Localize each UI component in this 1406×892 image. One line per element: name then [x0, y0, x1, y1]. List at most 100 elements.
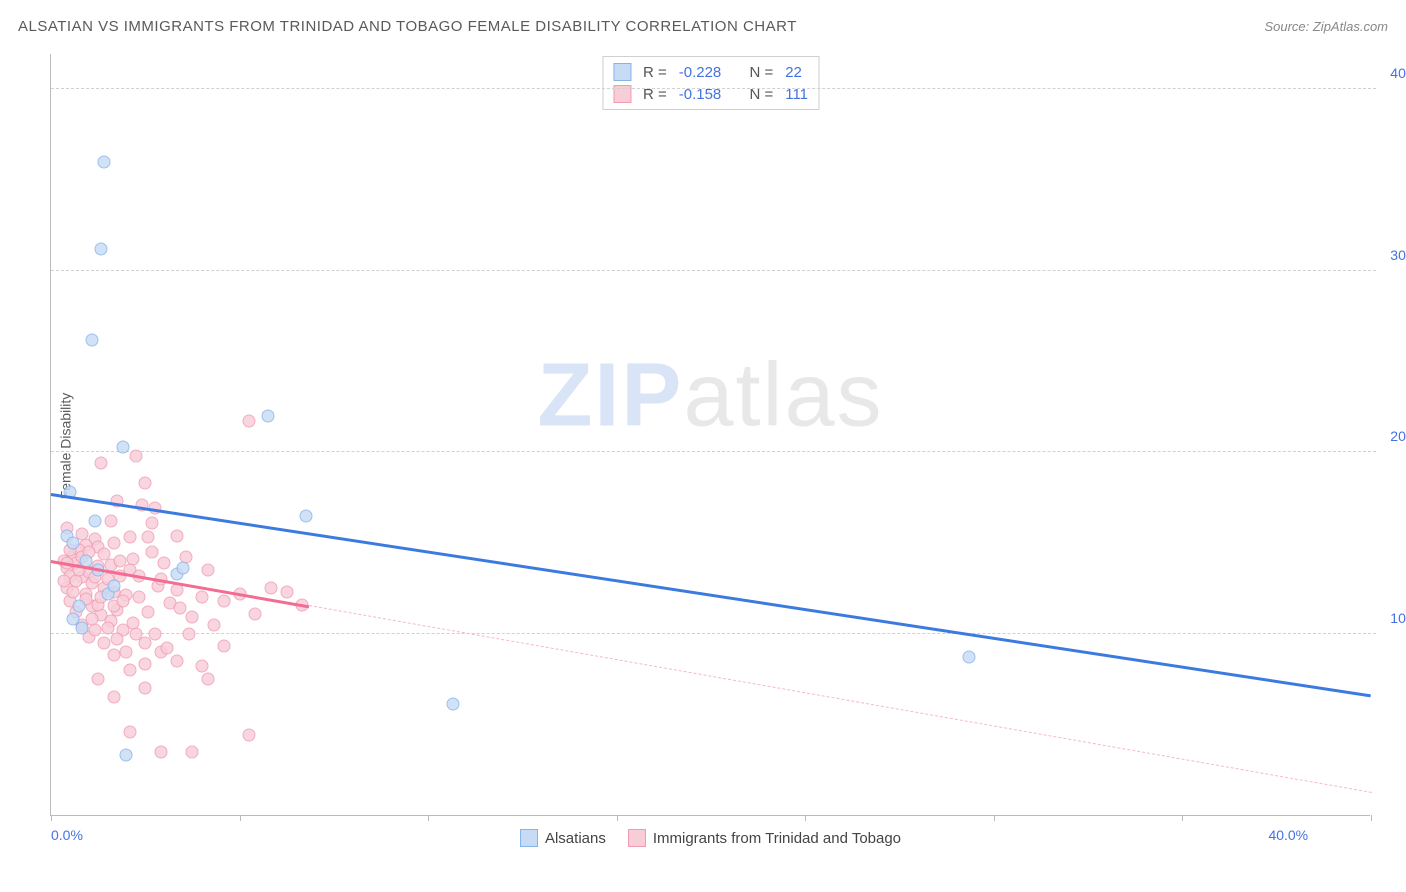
data-point-trinidad [98, 636, 111, 649]
data-point-alsatians [85, 333, 98, 346]
source-attribution: Source: ZipAtlas.com [1264, 19, 1388, 34]
gridline [51, 451, 1376, 452]
r-value-alsatians: -0.228 [679, 64, 722, 81]
data-point-trinidad [208, 618, 221, 631]
chart-title: ALSATIAN VS IMMIGRANTS FROM TRINIDAD AND… [18, 18, 797, 35]
x-tick [428, 815, 429, 821]
data-point-trinidad [133, 591, 146, 604]
y-tick-label: 10.0% [1390, 610, 1406, 626]
stats-row-alsatians: R = -0.228 N = 22 [613, 61, 808, 83]
data-point-alsatians [261, 409, 274, 422]
x-tick-label: 40.0% [1268, 827, 1308, 843]
data-point-trinidad [107, 691, 120, 704]
stats-legend: R = -0.228 N = 22 R = -0.158 N = 111 [602, 56, 819, 110]
data-point-trinidad [139, 477, 152, 490]
x-tick [1182, 815, 1183, 821]
swatch-alsatians-bottom [520, 829, 538, 847]
legend-label-trinidad: Immigrants from Trinidad and Tobago [653, 830, 901, 847]
data-point-trinidad [142, 605, 155, 618]
data-point-alsatians [98, 155, 111, 168]
data-point-alsatians [107, 580, 120, 593]
x-tick [994, 815, 995, 821]
watermark-zip: ZIP [537, 346, 683, 446]
watermark-atlas: atlas [683, 346, 883, 446]
legend-label-alsatians: Alsatians [545, 830, 606, 847]
data-point-trinidad [183, 627, 196, 640]
x-tick-label: 0.0% [51, 827, 83, 843]
data-point-trinidad [148, 627, 161, 640]
data-point-trinidad [173, 602, 186, 615]
data-point-trinidad [126, 616, 139, 629]
stats-row-trinidad: R = -0.158 N = 111 [613, 83, 808, 105]
x-tick [1371, 815, 1372, 821]
data-point-trinidad [123, 663, 136, 676]
data-point-trinidad [195, 591, 208, 604]
data-point-trinidad [265, 582, 278, 595]
data-point-trinidad [202, 672, 215, 685]
data-point-trinidad [195, 660, 208, 673]
data-point-trinidad [202, 564, 215, 577]
chart-plot-area: ZIPatlas R = -0.228 N = 22 R = -0.158 N … [50, 54, 1370, 816]
data-point-trinidad [243, 729, 256, 742]
n-label: N = [749, 64, 773, 81]
data-point-trinidad [114, 555, 127, 568]
data-point-trinidad [104, 515, 117, 528]
watermark: ZIPatlas [537, 345, 883, 448]
y-tick-label: 30.0% [1390, 247, 1406, 263]
series-legend: Alsatians Immigrants from Trinidad and T… [51, 829, 1370, 847]
data-point-trinidad [249, 607, 262, 620]
data-point-trinidad [139, 682, 152, 695]
x-tick [805, 815, 806, 821]
data-point-trinidad [107, 649, 120, 662]
data-point-alsatians [120, 749, 133, 762]
x-tick [240, 815, 241, 821]
data-point-trinidad [217, 640, 230, 653]
data-point-trinidad [57, 574, 70, 587]
x-tick [617, 815, 618, 821]
data-point-trinidad [170, 654, 183, 667]
data-point-trinidad [186, 611, 199, 624]
data-point-trinidad [158, 556, 171, 569]
legend-item-trinidad: Immigrants from Trinidad and Tobago [628, 829, 901, 847]
x-tick [51, 815, 52, 821]
data-point-alsatians [177, 562, 190, 575]
data-point-trinidad [123, 725, 136, 738]
data-point-trinidad [217, 594, 230, 607]
data-point-trinidad [95, 457, 108, 470]
r-label: R = [643, 64, 667, 81]
trend-line [309, 606, 1371, 793]
swatch-trinidad-bottom [628, 829, 646, 847]
data-point-alsatians [76, 622, 89, 635]
data-point-trinidad [123, 531, 136, 544]
data-point-trinidad [139, 658, 152, 671]
data-point-trinidad [280, 585, 293, 598]
n-value-alsatians: 22 [785, 64, 802, 81]
gridline [51, 88, 1376, 89]
data-point-trinidad [120, 645, 133, 658]
data-point-trinidad [111, 633, 124, 646]
data-point-trinidad [161, 642, 174, 655]
data-point-alsatians [962, 651, 975, 664]
swatch-alsatians [613, 63, 631, 81]
data-point-trinidad [142, 531, 155, 544]
data-point-trinidad [117, 594, 130, 607]
data-point-trinidad [92, 672, 105, 685]
data-point-trinidad [145, 516, 158, 529]
y-tick-label: 40.0% [1390, 65, 1406, 81]
data-point-trinidad [243, 415, 256, 428]
data-point-trinidad [107, 536, 120, 549]
data-point-trinidad [155, 745, 168, 758]
gridline [51, 270, 1376, 271]
data-point-alsatians [95, 242, 108, 255]
y-tick-label: 20.0% [1390, 428, 1406, 444]
data-point-trinidad [101, 622, 114, 635]
data-point-alsatians [67, 536, 80, 549]
gridline [51, 633, 1376, 634]
data-point-alsatians [447, 698, 460, 711]
data-point-trinidad [170, 529, 183, 542]
data-point-alsatians [299, 509, 312, 522]
data-point-trinidad [145, 545, 158, 558]
data-point-trinidad [129, 449, 142, 462]
data-point-alsatians [73, 600, 86, 613]
data-point-trinidad [186, 745, 199, 758]
